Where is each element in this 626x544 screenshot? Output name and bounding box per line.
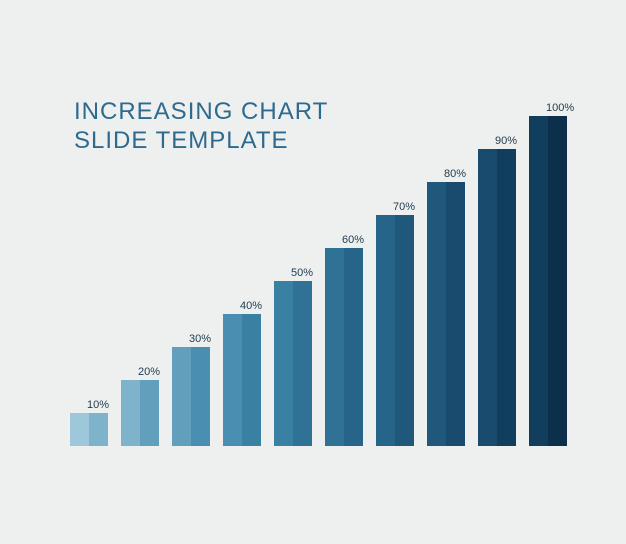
bar: 70% [376, 215, 414, 446]
bar-label: 10% [87, 399, 109, 411]
bar-front-face [395, 215, 414, 446]
bar-front-face [344, 248, 363, 446]
bar: 60% [325, 248, 363, 446]
bar: 30% [172, 347, 210, 446]
bar-label: 90% [495, 135, 517, 147]
bar: 100% [529, 116, 567, 446]
bar-front-face [446, 182, 465, 446]
bar-label: 70% [393, 201, 415, 213]
bar-label: 40% [240, 300, 262, 312]
bar-label: 50% [291, 267, 313, 279]
bar-label: 80% [444, 168, 466, 180]
bar-side-face [121, 380, 140, 446]
bar-label: 60% [342, 234, 364, 246]
bar: 80% [427, 182, 465, 446]
bar-side-face [223, 314, 242, 446]
bar-front-face [497, 149, 516, 446]
bar-side-face [325, 248, 344, 446]
bar-side-face [172, 347, 191, 446]
bar-front-face [548, 116, 567, 446]
bar: 20% [121, 380, 159, 446]
bar-front-face [191, 347, 210, 446]
bar-side-face [478, 149, 497, 446]
bar-label: 20% [138, 366, 160, 378]
bar-side-face [274, 281, 293, 446]
bar-label: 100% [546, 102, 574, 114]
bar-side-face [427, 182, 446, 446]
bar-side-face [529, 116, 548, 446]
bar: 40% [223, 314, 261, 446]
bar-front-face [293, 281, 312, 446]
bar: 90% [478, 149, 516, 446]
bar: 50% [274, 281, 312, 446]
increasing-bar-chart: 10% 20% 30% 40% 50% 60% 70% 80% 90% 100% [0, 116, 626, 446]
bar-front-face [140, 380, 159, 446]
bar-front-face [89, 413, 108, 446]
bar-label: 30% [189, 333, 211, 345]
bar-front-face [242, 314, 261, 446]
bar-side-face [376, 215, 395, 446]
bar: 10% [70, 413, 108, 446]
bar-side-face [70, 413, 89, 446]
